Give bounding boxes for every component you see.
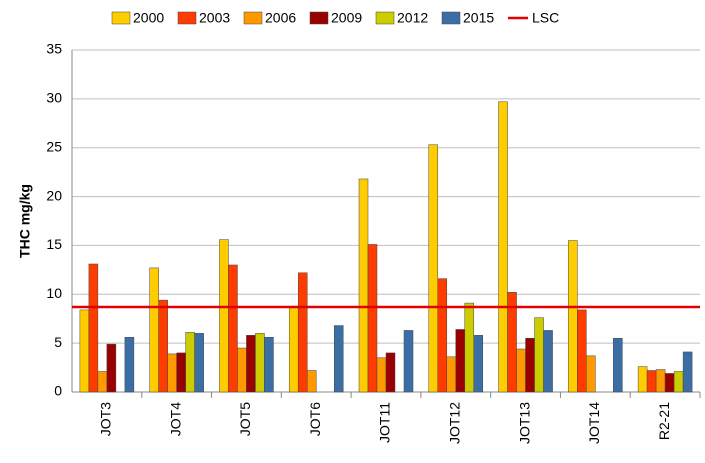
bar: [655, 369, 666, 393]
x-tick-label: JOT11: [377, 402, 393, 443]
y-tick-label: 15: [46, 236, 62, 252]
y-tick-label: 25: [46, 138, 62, 154]
bar: [255, 333, 265, 393]
x-tick-label: JOT13: [516, 402, 532, 444]
bar: [682, 351, 693, 393]
bar: [297, 272, 308, 393]
bar: [288, 306, 299, 393]
bar: [264, 337, 274, 393]
bar: [525, 338, 535, 393]
bar: [446, 356, 457, 393]
x-tick-label: JOT3: [98, 402, 114, 436]
x-tick-label: JOT4: [167, 402, 183, 436]
bar: [613, 338, 623, 393]
bar: [149, 267, 159, 393]
legend-swatch: [309, 11, 329, 25]
legend-label: LSC: [532, 10, 559, 26]
bar: [246, 335, 256, 393]
bar: [79, 309, 90, 393]
legend-swatch: [111, 11, 131, 25]
legend-label: 2003: [199, 10, 230, 26]
bar: [673, 371, 684, 393]
bar: [385, 352, 396, 393]
bar: [367, 244, 378, 393]
legend-label: 2000: [133, 10, 164, 26]
legend-label: 2006: [265, 10, 296, 26]
bar: [306, 370, 317, 393]
y-tick-label: 5: [54, 334, 62, 350]
bar: [124, 337, 135, 393]
bar: [219, 239, 229, 393]
bar: [577, 309, 587, 393]
bar: [498, 101, 508, 393]
bar: [237, 347, 247, 393]
bar: [428, 144, 439, 393]
bar: [88, 263, 99, 393]
bar: [167, 353, 177, 393]
bar: [158, 299, 168, 393]
bar: [516, 348, 526, 393]
x-tick-label: JOT5: [237, 402, 253, 436]
y-tick-label: 10: [46, 285, 62, 301]
bar: [97, 371, 108, 393]
x-tick-label: JOT12: [446, 402, 462, 444]
x-tick-label: JOT6: [307, 402, 323, 436]
legend-label: 2009: [331, 10, 362, 26]
y-tick-label: 30: [46, 90, 62, 106]
bar: [464, 302, 475, 393]
bar: [403, 330, 414, 393]
bar: [473, 335, 484, 393]
bar: [507, 292, 517, 393]
bar: [543, 330, 553, 393]
y-tick-label: 35: [46, 41, 62, 57]
bar: [376, 357, 387, 393]
legend-swatch: [441, 11, 461, 25]
bar: [333, 325, 344, 393]
legend-swatch: [243, 11, 263, 25]
legend-swatch: [177, 11, 197, 25]
bar: [176, 352, 186, 393]
x-tick-label: R2-21: [656, 402, 672, 440]
bar: [106, 343, 117, 393]
bar: [185, 332, 195, 393]
bar: [586, 355, 596, 393]
x-tick-label: JOT14: [586, 402, 602, 444]
bar: [455, 329, 466, 393]
y-axis-label: THC mg/kg: [17, 184, 33, 258]
bar: [637, 366, 648, 393]
legend-swatch: [375, 11, 395, 25]
bar: [194, 333, 204, 393]
bar: [358, 178, 369, 393]
legend-label: 2012: [397, 10, 428, 26]
bar: [646, 370, 657, 393]
y-tick-label: 0: [54, 383, 62, 399]
legend-label: 2015: [463, 10, 494, 26]
bar: [228, 264, 238, 393]
y-tick-label: 20: [46, 187, 62, 203]
bar: [568, 240, 578, 393]
bar: [437, 278, 448, 393]
bar: [664, 373, 675, 393]
bar: [534, 317, 544, 393]
